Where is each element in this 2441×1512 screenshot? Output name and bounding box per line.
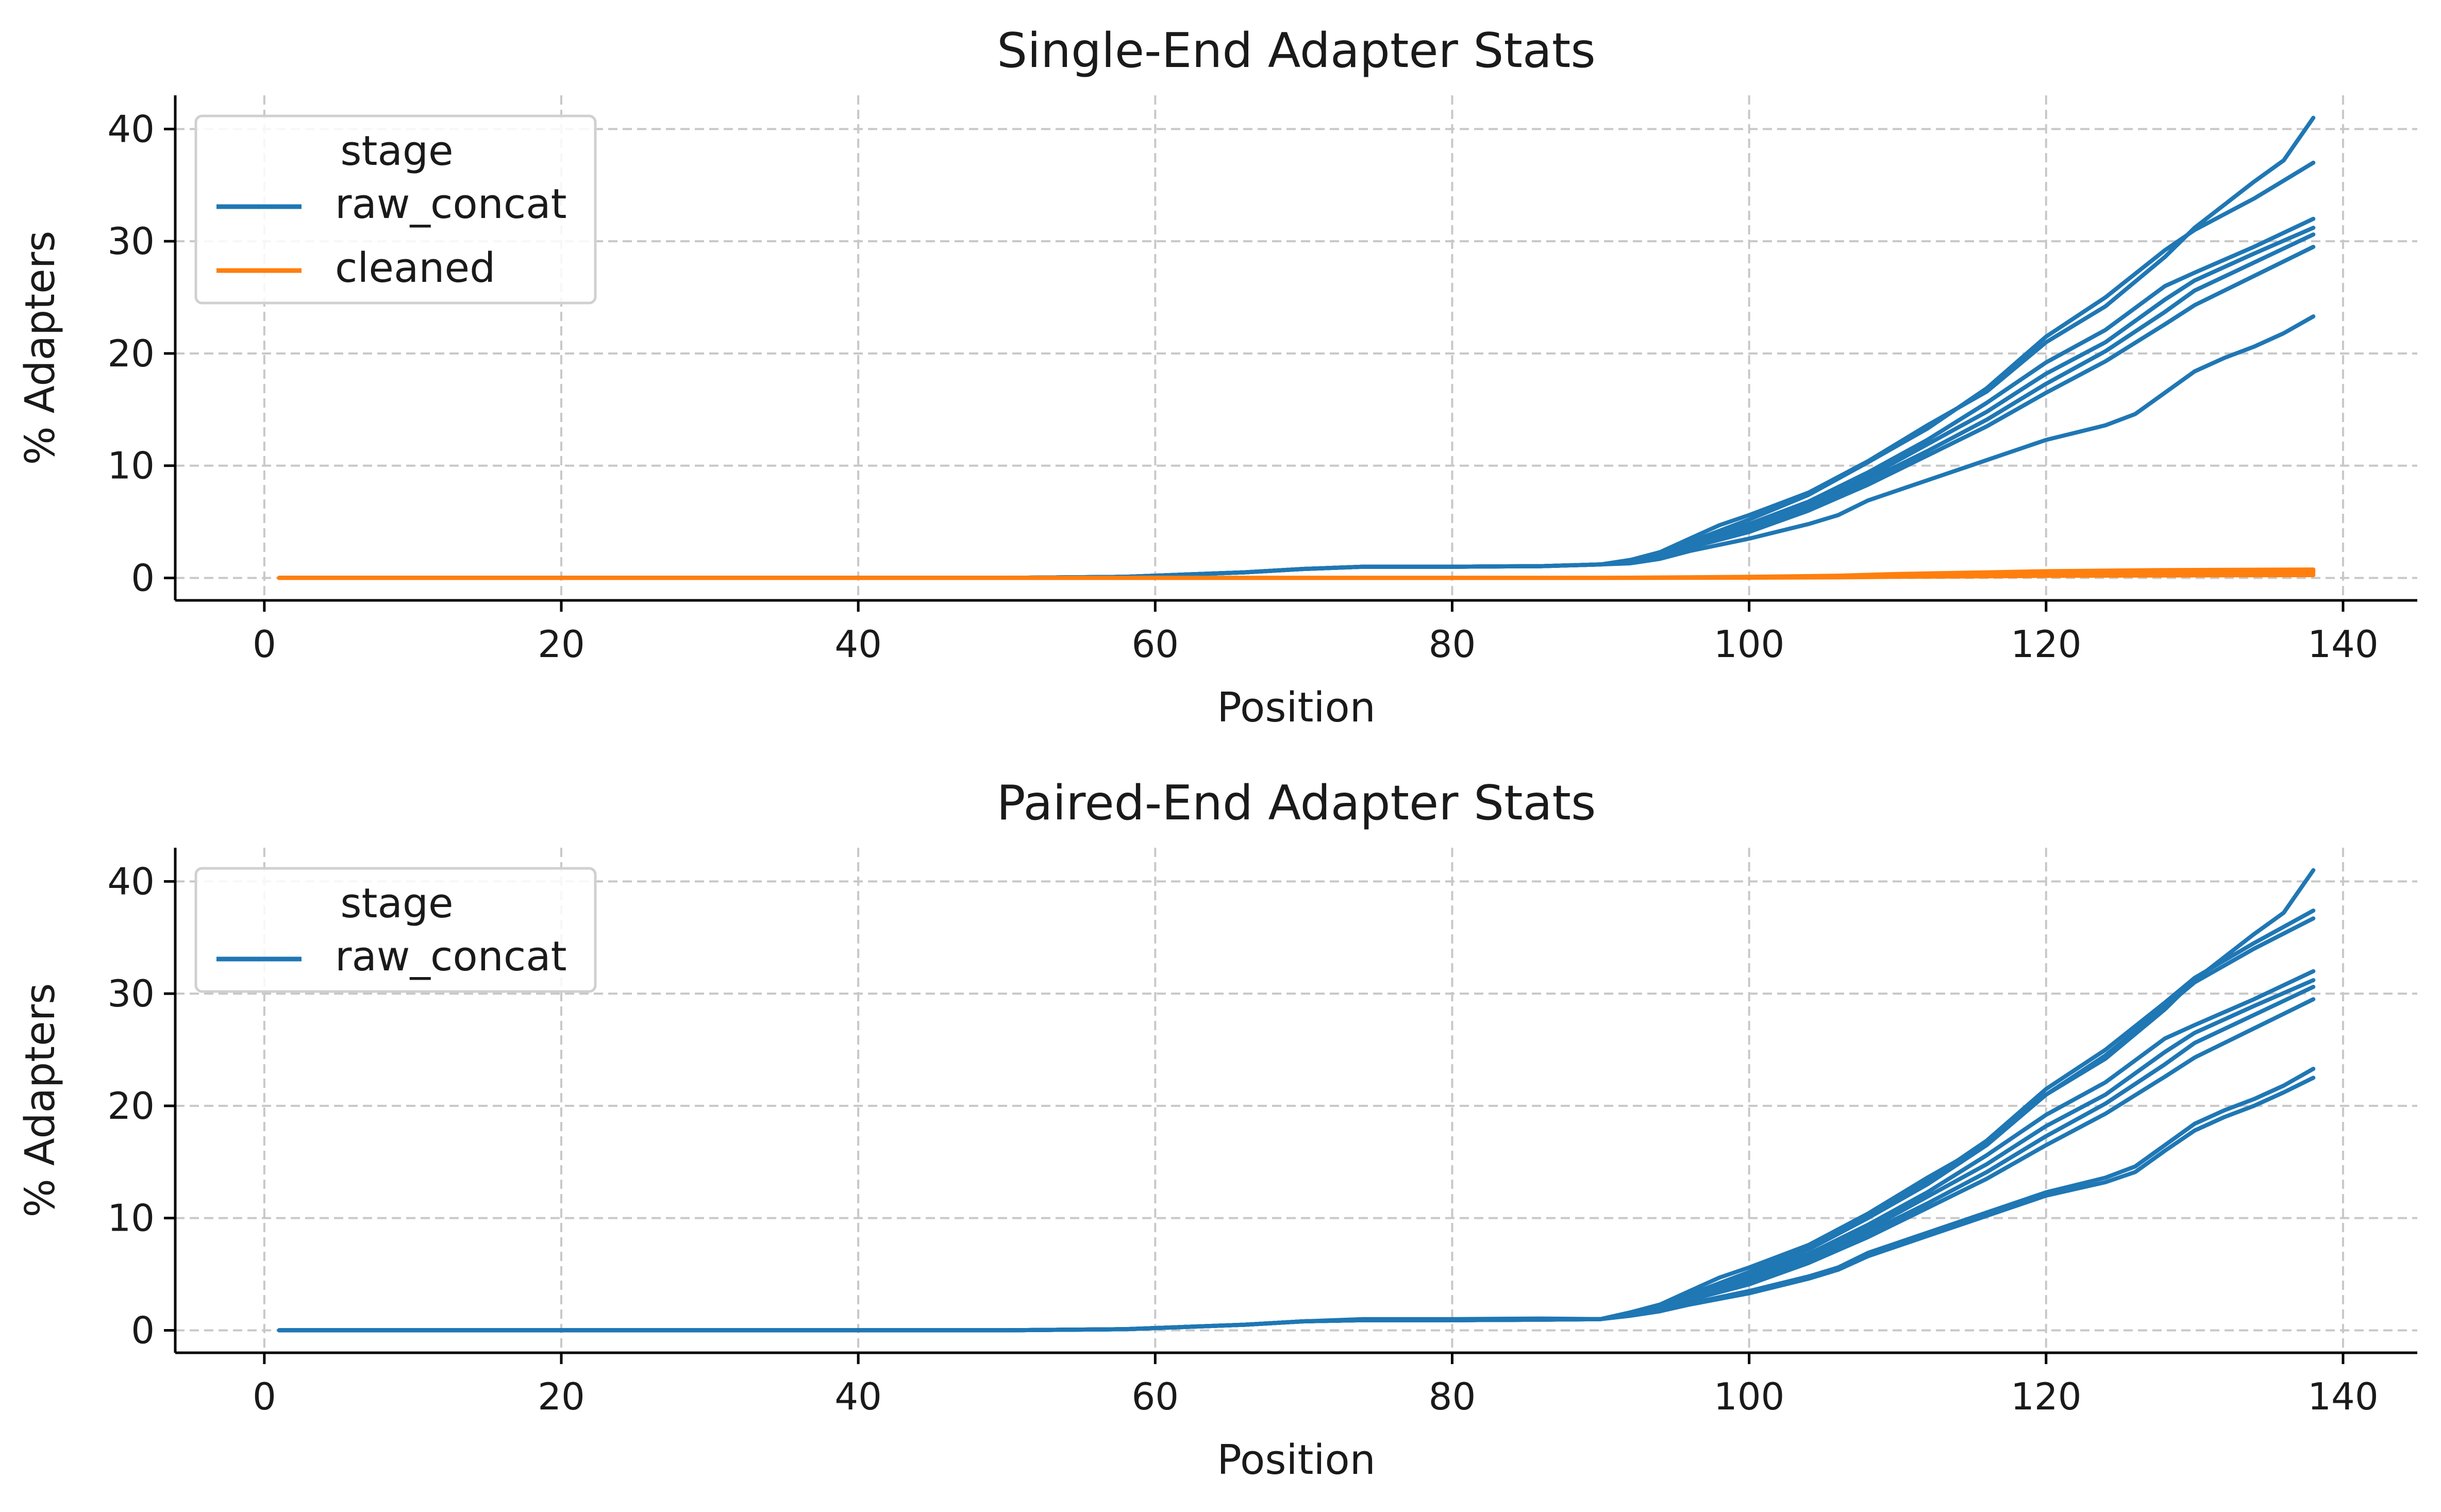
series-line-raw-concat: [277, 314, 2316, 580]
series-line-raw-concat: [277, 978, 2316, 1333]
legend-entry-raw-concat: raw_concat: [335, 180, 567, 228]
paired-end-panel: Paired-End Adapter Stats Position % Adap…: [16, 775, 2417, 1484]
y-tick-label: 0: [131, 1308, 155, 1352]
y-tick-label: 0: [131, 556, 155, 599]
chart-title: Single-End Adapter Stats: [997, 23, 1596, 78]
axes: 0 20 40 60 80 100 120 140 0 10 20 30 40: [107, 95, 2417, 666]
series-lines: [277, 868, 2316, 1333]
gridlines: [175, 848, 2417, 1353]
x-tick-label: 40: [834, 623, 882, 666]
series-line-raw-concat: [277, 985, 2316, 1333]
y-tick-label: 30: [107, 972, 155, 1015]
x-tick-label: 0: [253, 623, 276, 666]
legend-entry-cleaned: cleaned: [335, 244, 495, 292]
series-line-raw-concat: [277, 997, 2316, 1333]
x-tick-label: 60: [1132, 623, 1179, 666]
legend-entry-raw-concat: raw_concat: [335, 933, 567, 980]
x-tick-label: 60: [1132, 1375, 1179, 1418]
x-tick-label: 80: [1429, 623, 1476, 666]
legend-box: [194, 114, 597, 305]
x-tick-label: 120: [2011, 1375, 2081, 1418]
y-tick-label: 20: [107, 1084, 155, 1128]
legend-title: stage: [340, 127, 453, 175]
x-axis-label: Position: [1217, 684, 1376, 731]
y-tick-label: 10: [107, 444, 155, 488]
x-axis-label: Position: [1217, 1436, 1376, 1484]
x-tick-label: 20: [538, 623, 585, 666]
y-axis-label: % Adapters: [16, 983, 64, 1218]
y-tick-label: 30: [107, 220, 155, 263]
x-tick-label: 80: [1429, 1375, 1476, 1418]
x-tick-label: 20: [538, 1375, 585, 1418]
x-tick-label: 140: [2308, 623, 2378, 666]
legend: stage raw_concat cleaned: [194, 114, 597, 305]
axes: 0 20 40 60 80 100 120 140 0 10 20 30 40: [107, 848, 2417, 1418]
y-tick-label: 40: [107, 107, 155, 150]
single-end-panel: Single-End Adapter Stats Position % Adap…: [16, 23, 2417, 731]
chart-title: Paired-End Adapter Stats: [997, 775, 1596, 831]
series-line-raw-concat: [277, 1067, 2316, 1333]
series-line-raw-concat: [277, 1076, 2316, 1333]
x-tick-label: 100: [1714, 623, 1784, 666]
y-tick-label: 20: [107, 332, 155, 375]
x-tick-label: 40: [834, 1375, 882, 1418]
series-lines: [277, 115, 2316, 580]
x-tick-label: 0: [253, 1375, 276, 1418]
y-tick-label: 10: [107, 1197, 155, 1240]
x-tick-label: 120: [2011, 623, 2081, 666]
series-line-cleaned: [277, 573, 2316, 580]
x-tick-label: 140: [2308, 1375, 2378, 1418]
legend-title: stage: [340, 880, 453, 927]
x-tick-label: 100: [1714, 1375, 1784, 1418]
y-tick-label: 40: [107, 860, 155, 903]
y-axis-label: % Adapters: [16, 231, 64, 465]
legend: stage raw_concat: [194, 867, 597, 993]
